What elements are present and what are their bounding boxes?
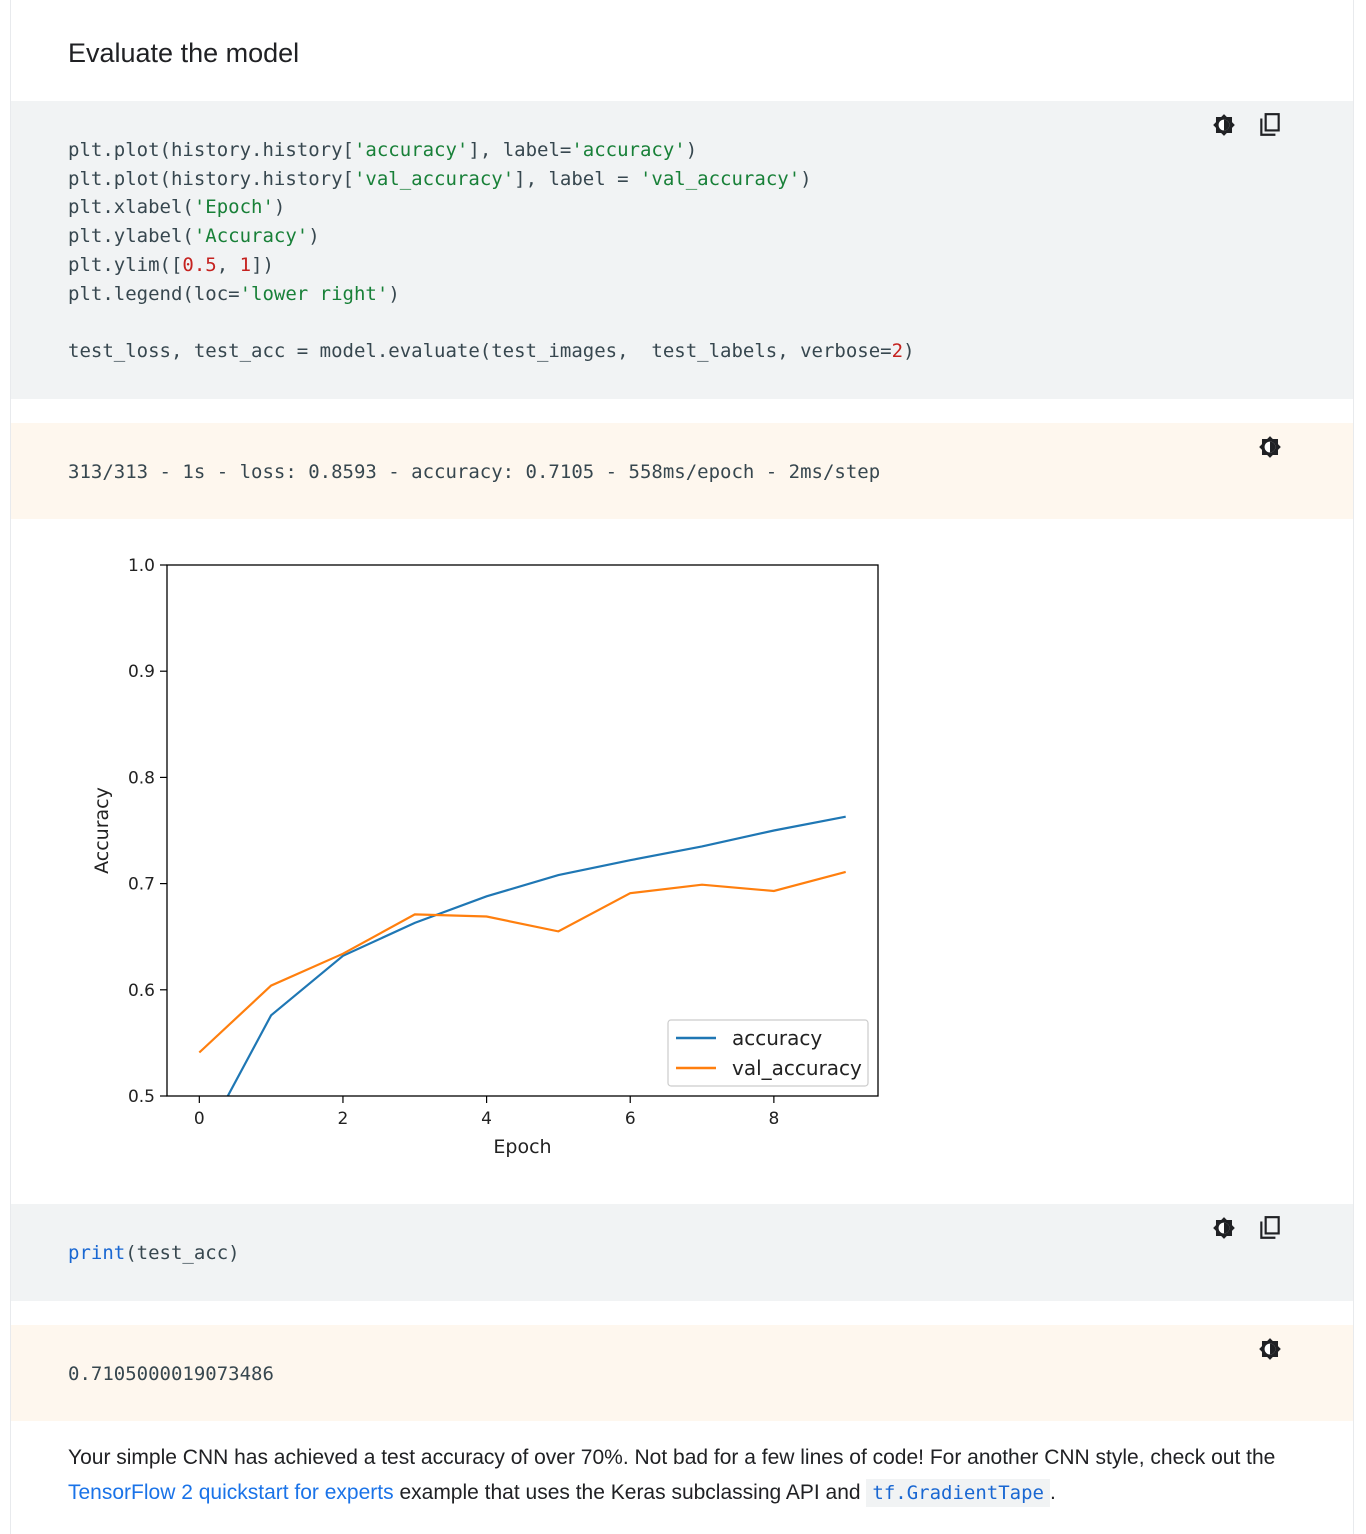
- theme-toggle-icon[interactable]: [1211, 112, 1237, 138]
- section-heading: Evaluate the model: [68, 38, 300, 68]
- summary-text-middle: example that uses the Keras subclassing …: [393, 1481, 867, 1504]
- code-token: ): [800, 167, 812, 190]
- series-line-accuracy: [226, 815, 846, 1096]
- gradient-tape-code: tf.GradientTape: [866, 1479, 1050, 1507]
- code-token: plt.ylabel(: [68, 225, 194, 248]
- code-token: test_loss, test_acc = model.evaluate(tes…: [68, 339, 892, 362]
- theme-toggle-icon[interactable]: [1257, 1336, 1283, 1362]
- x-tick-label: 4: [481, 1109, 492, 1129]
- accuracy-chart: 0.5 0.6 0.7 0.8 0.9 1.0 0 2 4 6 8 Epoch Accuracy accu…: [71, 545, 891, 1175]
- output-block-evaluate: 313/313 - 1s - loss: 0.8593 - accuracy: …: [11, 423, 1353, 519]
- y-tick-label: 0.5: [128, 1087, 155, 1107]
- code-token: ): [903, 339, 915, 362]
- code-token: 1: [239, 253, 252, 276]
- summary-paragraph: Your simple CNN has achieved a test accu…: [68, 1440, 1308, 1511]
- copy-icon[interactable]: [1257, 112, 1283, 138]
- y-axis-label: Accuracy: [91, 787, 113, 874]
- code-token: ,: [216, 253, 240, 276]
- code-block-plot: plt.plot(history.history['accuracy'], la…: [11, 101, 1353, 399]
- code-block-print: print(test_acc): [11, 1204, 1353, 1301]
- code-block-toolbar: [1211, 1215, 1283, 1241]
- axes-frame: [166, 564, 879, 1097]
- x-tick-label: 6: [625, 1109, 636, 1129]
- y-tick-label: 0.9: [128, 662, 155, 682]
- page: Evaluate the model plt.plot(history.hist…: [10, 0, 1354, 1534]
- code-token: 0.5: [182, 253, 217, 276]
- accuracy-chart-svg: 0.5 0.6 0.7 0.8 0.9 1.0 0 2 4 6 8 Epoch Accuracy accu…: [91, 556, 879, 1158]
- theme-toggle-icon[interactable]: [1211, 1215, 1237, 1241]
- legend-box: [667, 1019, 869, 1087]
- x-axis-label: Epoch: [493, 1136, 551, 1158]
- output-block-toolbar: [1257, 434, 1283, 460]
- code-token: ], label =: [514, 167, 640, 190]
- code-text[interactable]: plt.plot(history.history['accuracy'], la…: [68, 136, 915, 366]
- legend-label-val_accuracy: val_accuracy: [732, 1056, 862, 1080]
- code-token: 'accuracy': [353, 139, 469, 161]
- code-text[interactable]: print(test_acc): [68, 1239, 240, 1268]
- x-tick-label: 2: [338, 1109, 349, 1129]
- code-token: 'Accuracy': [193, 225, 309, 248]
- y-tick-label: 0.8: [128, 768, 155, 788]
- code-block-toolbar: [1211, 112, 1283, 138]
- code-token: ): [273, 196, 286, 219]
- code-token: 2: [891, 339, 904, 362]
- summary-text: Your simple CNN has achieved a test accu…: [68, 1446, 1276, 1469]
- code-token: 'val_accuracy': [639, 167, 801, 190]
- y-tick-label: 1.0: [128, 556, 155, 576]
- theme-toggle-icon[interactable]: [1257, 434, 1283, 460]
- x-tick-label: 0: [194, 1109, 205, 1129]
- y-tick-label: 0.7: [128, 875, 155, 895]
- code-token: ]): [251, 253, 274, 276]
- copy-icon[interactable]: [1257, 1215, 1283, 1241]
- code-token: print: [68, 1242, 126, 1264]
- code-token: ): [308, 225, 320, 248]
- code-token: (test_acc): [125, 1242, 240, 1264]
- code-token: plt.plot(history.history[: [68, 167, 354, 190]
- legend-label-accuracy: accuracy: [732, 1026, 822, 1050]
- code-token: ], label=: [468, 139, 572, 161]
- quickstart-experts-link[interactable]: TensorFlow 2 quickstart for experts: [68, 1481, 394, 1504]
- code-token: ): [685, 139, 698, 161]
- code-token: ): [388, 282, 400, 305]
- output-text: 313/313 - 1s - loss: 0.8593 - accuracy: …: [68, 461, 881, 483]
- output-text: 0.7105000019073486: [68, 1363, 274, 1385]
- code-token: 'val_accuracy': [353, 167, 515, 190]
- code-token: plt.legend(loc=: [68, 282, 240, 305]
- code-token: plt.ylim([: [68, 253, 183, 276]
- code-token: 'Epoch': [193, 196, 274, 219]
- summary-text-end: .: [1050, 1481, 1056, 1504]
- code-token: plt.xlabel(: [68, 196, 194, 219]
- code-token: 'accuracy': [571, 139, 686, 161]
- code-token: plt.plot(history.history[: [68, 139, 354, 161]
- y-tick-label: 0.6: [128, 981, 155, 1001]
- code-token: 'lower right': [239, 282, 389, 305]
- x-tick-label: 8: [768, 1109, 779, 1129]
- output-block-print: 0.7105000019073486: [11, 1325, 1353, 1421]
- output-block-toolbar: [1257, 1336, 1283, 1362]
- series-line-val_accuracy: [198, 870, 846, 1054]
